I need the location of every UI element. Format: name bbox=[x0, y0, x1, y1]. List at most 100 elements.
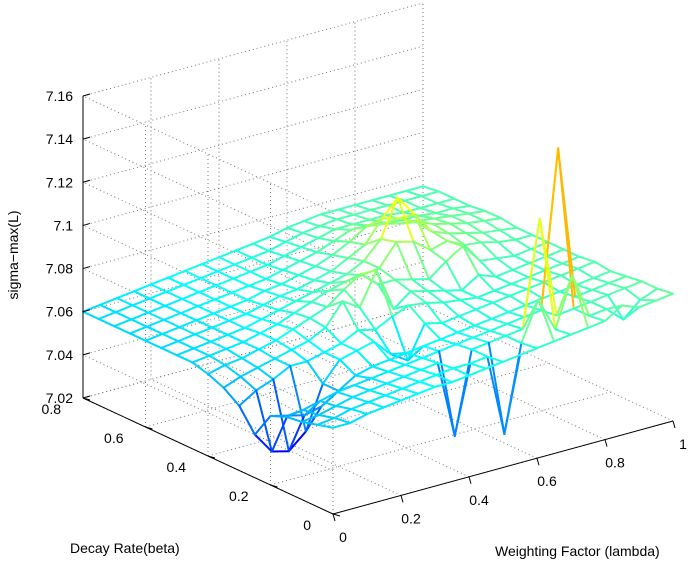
mesh-edge bbox=[293, 311, 311, 320]
mesh-edge bbox=[510, 276, 530, 285]
mesh-edge bbox=[468, 204, 487, 213]
mesh-edge bbox=[258, 339, 277, 351]
mesh-edge bbox=[316, 416, 336, 426]
mesh-edge bbox=[480, 241, 498, 260]
mesh-edge bbox=[283, 246, 303, 257]
mesh-edge bbox=[351, 396, 370, 404]
mesh-edge bbox=[420, 195, 439, 205]
mesh-edge bbox=[267, 249, 286, 257]
mesh-edge bbox=[545, 255, 564, 265]
mesh-edge bbox=[343, 272, 362, 291]
grid-line bbox=[82, 218, 424, 313]
mesh-edge bbox=[504, 328, 524, 337]
x-tick-mark bbox=[672, 420, 676, 429]
mesh-edge bbox=[246, 289, 266, 301]
mesh-edge bbox=[317, 228, 337, 240]
mesh-edge bbox=[436, 197, 456, 205]
mesh-edge bbox=[655, 292, 674, 302]
z-tick-mark bbox=[82, 352, 91, 356]
mesh-edge bbox=[222, 386, 241, 407]
mesh-edge bbox=[609, 270, 628, 278]
mesh-edge bbox=[263, 283, 283, 292]
mesh-edge bbox=[297, 274, 316, 282]
mesh-edge bbox=[314, 254, 334, 268]
mesh-edge bbox=[175, 354, 194, 364]
mesh-edge bbox=[366, 406, 385, 416]
y-tick-mark bbox=[82, 397, 91, 401]
mesh-edge bbox=[406, 345, 425, 362]
mesh-edge bbox=[362, 238, 382, 262]
mesh-edge bbox=[591, 288, 609, 296]
mesh-edge bbox=[347, 256, 365, 262]
mesh-edge bbox=[436, 362, 456, 438]
y-tick-label: 0.8 bbox=[42, 401, 62, 417]
mesh-edge bbox=[402, 375, 421, 383]
mesh-edge bbox=[388, 358, 407, 366]
mesh-edge bbox=[334, 405, 353, 411]
mesh-edge bbox=[213, 298, 232, 308]
mesh-edge bbox=[588, 308, 608, 317]
mesh-edge bbox=[418, 380, 436, 388]
mesh-edge bbox=[364, 217, 384, 246]
mesh-edge bbox=[336, 384, 356, 394]
mesh-edge bbox=[472, 336, 490, 344]
mesh-edge bbox=[184, 263, 203, 272]
mesh-edge bbox=[419, 362, 439, 371]
mesh-edge bbox=[412, 240, 432, 251]
mesh-edge bbox=[224, 364, 242, 378]
mesh-edge bbox=[284, 231, 304, 243]
y-axis-label: Decay Rate(beta) bbox=[70, 540, 180, 556]
z-tick-label: 7.12 bbox=[46, 174, 73, 190]
y-tick-label: 0.2 bbox=[229, 488, 249, 504]
mesh-edge bbox=[554, 328, 572, 336]
mesh-edge bbox=[279, 295, 297, 303]
mesh-edge bbox=[400, 392, 419, 402]
mesh-edge bbox=[398, 217, 418, 224]
mesh-edge bbox=[116, 290, 135, 300]
mesh-edge bbox=[300, 414, 320, 423]
mesh-edge bbox=[497, 241, 515, 257]
mesh-edge bbox=[425, 301, 443, 325]
mesh-edge bbox=[218, 256, 236, 266]
mesh-edge bbox=[422, 338, 442, 348]
mesh-edge bbox=[360, 272, 379, 286]
mesh-edge bbox=[623, 287, 642, 301]
mesh-edge bbox=[300, 420, 319, 426]
mesh-edge bbox=[476, 289, 496, 299]
mesh-edge bbox=[243, 326, 262, 335]
y-tick-label: 0.4 bbox=[167, 459, 187, 475]
mesh-edge bbox=[417, 385, 436, 395]
mesh-edge bbox=[405, 351, 424, 359]
mesh-edge bbox=[508, 294, 527, 307]
mesh-edge bbox=[207, 364, 226, 376]
mesh-edge bbox=[294, 291, 314, 303]
mesh-edge bbox=[198, 291, 216, 301]
mesh-edge bbox=[133, 290, 151, 300]
mesh-edge bbox=[428, 278, 446, 292]
y-tick-label: 0 bbox=[303, 517, 311, 533]
mesh-edge bbox=[177, 340, 195, 350]
mesh-edge bbox=[314, 265, 333, 273]
mesh-edge bbox=[303, 213, 322, 223]
mesh-edge bbox=[531, 233, 549, 244]
x-tick-label: 0.2 bbox=[401, 510, 421, 526]
mesh-edge bbox=[352, 213, 371, 221]
mesh-edge bbox=[276, 323, 294, 331]
mesh-edge bbox=[246, 298, 265, 306]
mesh-edge bbox=[259, 332, 277, 342]
mesh-edge bbox=[371, 194, 390, 202]
mesh-edge bbox=[452, 362, 472, 370]
mesh-edge bbox=[341, 300, 361, 309]
mesh-edge bbox=[245, 303, 265, 315]
mesh-edge bbox=[401, 380, 421, 390]
mesh-edge bbox=[307, 326, 327, 342]
mesh-edge bbox=[443, 289, 462, 302]
mesh-edge bbox=[467, 212, 486, 222]
mesh-edge bbox=[287, 430, 307, 453]
mesh-edge bbox=[212, 312, 231, 322]
mesh-edge bbox=[463, 241, 483, 246]
mesh-edge bbox=[272, 364, 292, 381]
mesh-edge bbox=[474, 301, 494, 311]
mesh-edge bbox=[350, 401, 370, 411]
mesh-edge bbox=[371, 365, 390, 373]
